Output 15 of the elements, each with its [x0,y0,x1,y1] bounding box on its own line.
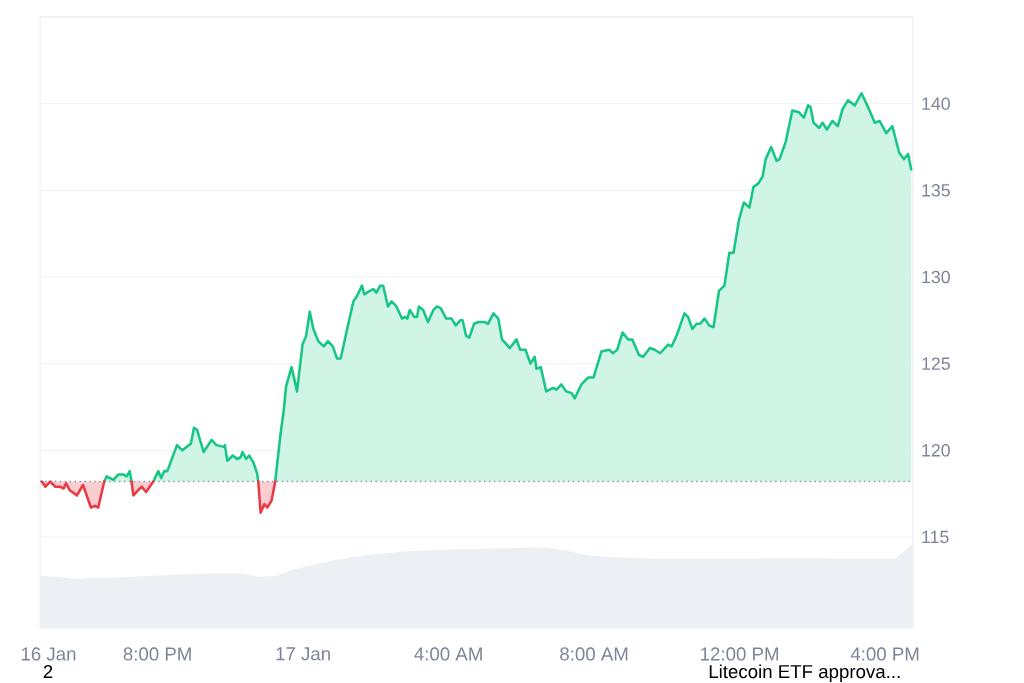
x-tick-label: 8:00 PM [123,647,191,661]
y-tick-label: 115 [922,530,949,544]
y-tick-label: 130 [922,270,950,284]
text: Litecoin ETF approva... [709,664,900,682]
x-tick-label: 4:00 PM [850,647,919,661]
y-tick-label: 140 [922,97,950,110]
x-tick-label: 12:00 PM [701,647,778,661]
y-tick-label: 135 [922,184,950,197]
x-tick-label: 17 Jan [276,647,330,661]
y-tick-label: 125 [922,357,950,370]
y-tick-label: 120 [922,444,950,457]
x-tick-label: 16 Jan [21,647,76,661]
x-tick-label: 8:00 AM [560,647,628,661]
x-tick-label: 4:00 AM [414,647,482,661]
text: 2 [43,664,53,678]
